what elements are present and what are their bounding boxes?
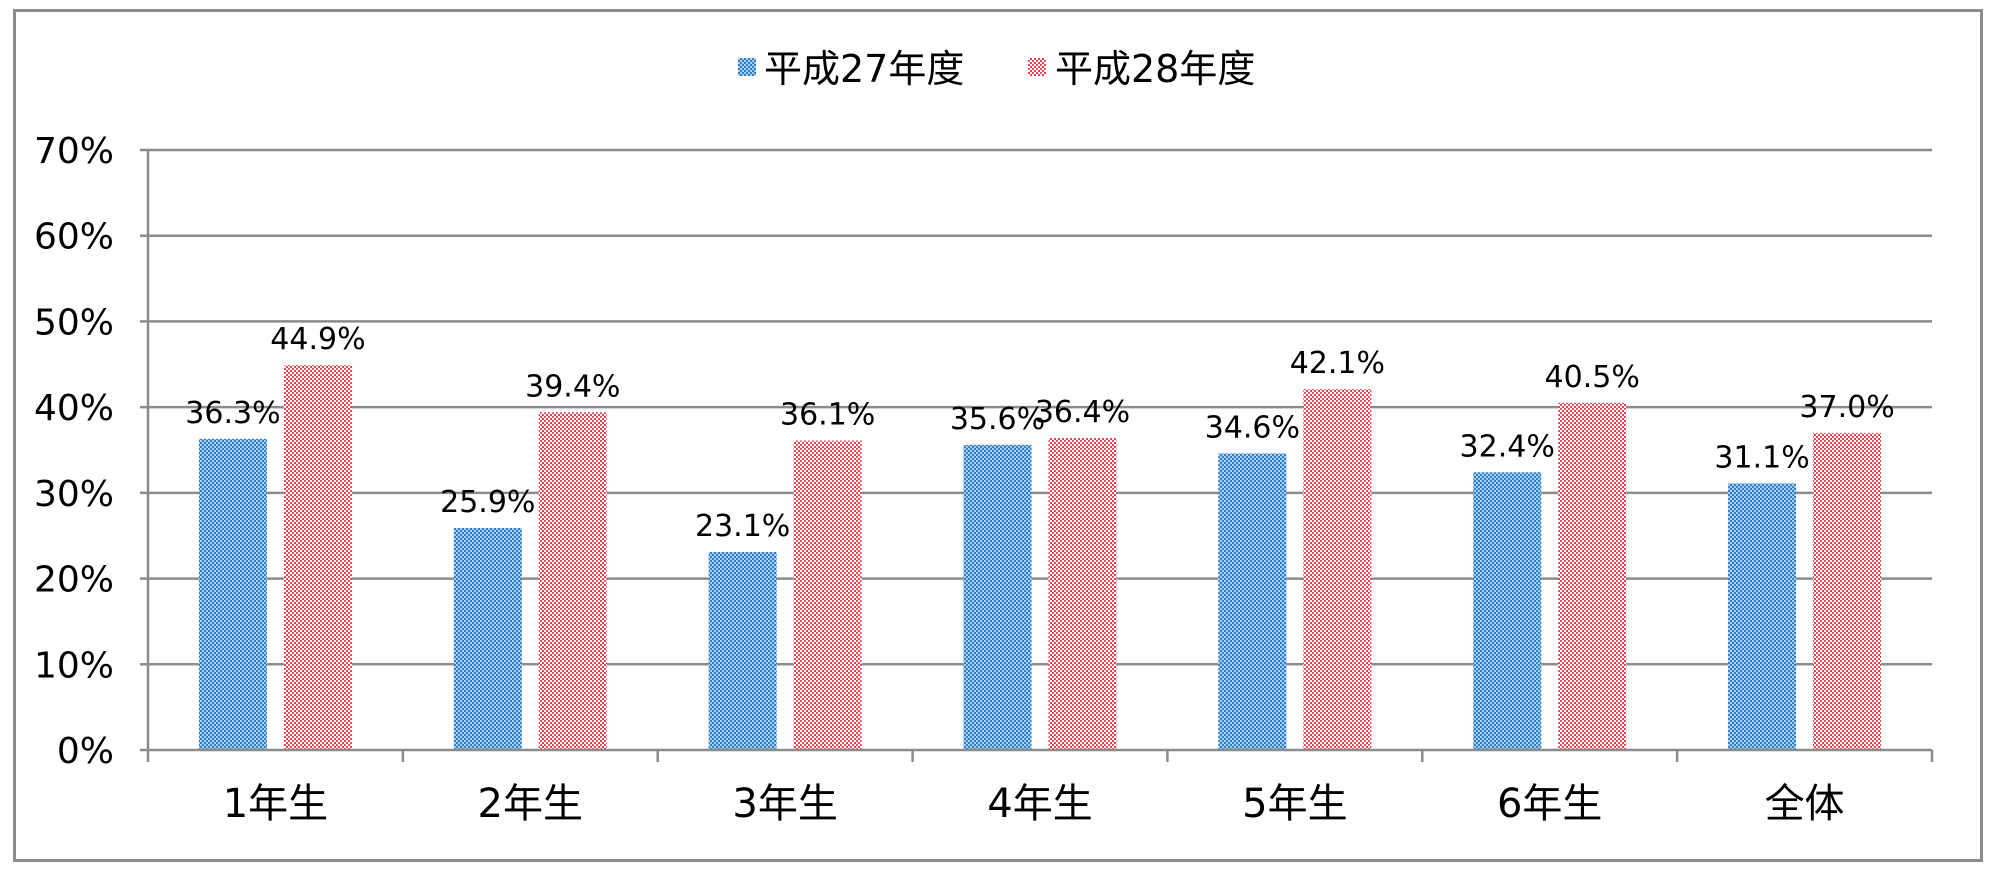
- bar: [283, 365, 352, 750]
- data-label: 32.4%: [1460, 429, 1555, 464]
- x-tick-label: 3年生: [732, 781, 837, 827]
- y-axis: 0% 10% 20% 30% 40% 50% 60% 70%: [34, 131, 150, 772]
- data-label: 25.9%: [440, 485, 535, 520]
- bar: [963, 444, 1032, 750]
- data-label: 34.6%: [1205, 410, 1300, 445]
- x-tick-label: 4年生: [987, 781, 1092, 827]
- data-label: 37.0%: [1799, 390, 1894, 425]
- data-label: 23.1%: [695, 509, 790, 544]
- y-tick-label: 70%: [34, 131, 114, 172]
- bar: [453, 528, 522, 750]
- data-labels: 36.3% 44.9% 25.9% 39.4% 23.1% 36.1% 35.6%36.4%…: [185, 322, 1894, 544]
- x-tick-label: 5年生: [1242, 781, 1347, 827]
- data-label: 40.5%: [1545, 360, 1640, 395]
- data-label: 36.3%: [185, 396, 280, 431]
- bar: [793, 440, 862, 750]
- data-label: 44.9%: [270, 322, 365, 357]
- x-tick-label: 全体: [1765, 781, 1845, 827]
- y-tick-label: 30%: [34, 474, 114, 515]
- data-label: 36.1%: [780, 398, 875, 433]
- data-label: 35.6%: [950, 402, 1045, 437]
- legend-swatch: [738, 58, 756, 76]
- y-tick-label: 60%: [34, 217, 114, 258]
- legend-swatch: [1028, 58, 1046, 76]
- y-tick-label: 50%: [34, 302, 114, 343]
- data-label: 36.4%: [1035, 395, 1130, 430]
- y-tick-label: 0%: [57, 731, 114, 772]
- gridlines: [148, 148, 1932, 666]
- x-tick-label: 1年生: [223, 781, 328, 827]
- data-label: 39.4%: [525, 369, 620, 404]
- legend-label: 平成27年度: [764, 47, 964, 91]
- data-label: 42.1%: [1290, 346, 1385, 381]
- bar: [1813, 432, 1882, 750]
- bar: [1558, 402, 1627, 750]
- bar: [538, 412, 607, 750]
- bar: [1473, 472, 1542, 750]
- bar: [1303, 389, 1372, 750]
- x-axis: 1年生 2年生 3年生 4年生 5年生 6年生 全体: [146, 748, 1934, 827]
- legend-label: 平成28年度: [1055, 47, 1255, 91]
- y-tick-label: 40%: [34, 388, 114, 429]
- bar: [1728, 483, 1797, 750]
- x-tick-label: 2年生: [478, 781, 583, 827]
- bar: [1048, 438, 1117, 750]
- y-tick-label: 10%: [34, 645, 114, 686]
- bar: [198, 438, 267, 750]
- bar: [708, 552, 777, 750]
- bar: [1218, 453, 1287, 750]
- y-tick-label: 20%: [34, 560, 114, 601]
- bars: [198, 365, 1882, 750]
- data-label: 31.1%: [1714, 440, 1809, 475]
- x-tick-label: 6年生: [1497, 781, 1602, 827]
- legend: 平成27年度 平成28年度: [738, 47, 1255, 91]
